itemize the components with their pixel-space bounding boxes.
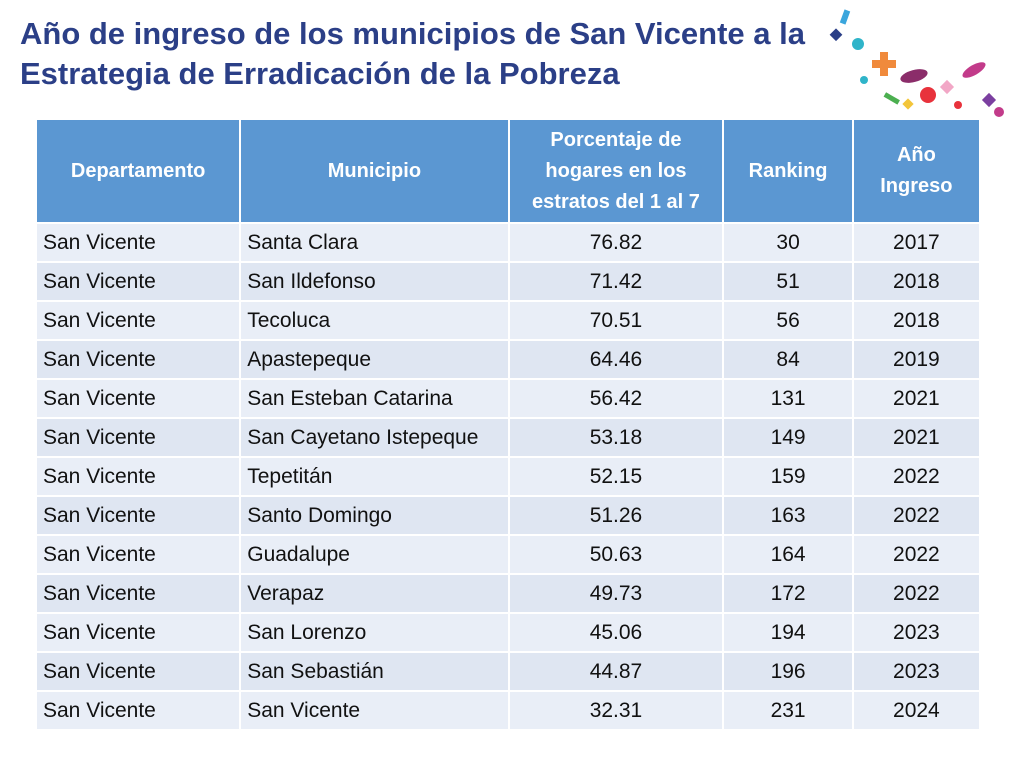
table-cell: San Vicente xyxy=(34,612,242,653)
table-cell: 131 xyxy=(722,378,854,419)
table-row: San Vicente Tepetitán 52.15 159 2022 xyxy=(34,456,982,497)
table-cell: San Vicente xyxy=(34,300,242,341)
table-cell: San Lorenzo xyxy=(239,612,510,653)
table-cell: San Vicente xyxy=(34,261,242,302)
table-cell: 2022 xyxy=(851,573,982,614)
table-cell: 32.31 xyxy=(507,690,725,731)
table-cell: San Vicente xyxy=(34,456,242,497)
table-row: San Vicente Guadalupe 50.63 164 2022 xyxy=(34,534,982,575)
table-cell: San Ildefonso xyxy=(239,261,510,302)
table-cell: San Cayetano Istepeque xyxy=(239,417,510,458)
table-cell: San Vicente xyxy=(34,651,242,692)
table-cell: Verapaz xyxy=(239,573,510,614)
table-cell: 56.42 xyxy=(507,378,725,419)
table-cell: 2023 xyxy=(851,612,982,653)
table-cell: 30 xyxy=(722,222,854,263)
table-cell: San Esteban Catarina xyxy=(239,378,510,419)
table-cell: San Vicente xyxy=(34,573,242,614)
table-row: San Vicente San Vicente 32.31 231 2024 xyxy=(34,690,982,731)
table-cell: 159 xyxy=(722,456,854,497)
table-row: San Vicente San Esteban Catarina 56.42 131 2… xyxy=(34,378,982,419)
table-cell: San Vicente xyxy=(34,417,242,458)
table-cell: 51 xyxy=(722,261,854,302)
table-cell: 2021 xyxy=(851,378,982,419)
table-cell: 231 xyxy=(722,690,854,731)
column-header: Porcentaje de hogares en los estratos de… xyxy=(507,120,725,224)
table-cell: 2024 xyxy=(851,690,982,731)
table-cell: 2022 xyxy=(851,495,982,536)
table-cell: San Vicente xyxy=(34,222,242,263)
table-cell: 71.42 xyxy=(507,261,725,302)
table-cell: 84 xyxy=(722,339,854,380)
header-row: Departamento Municipio Porcentaje de hogar… xyxy=(34,120,982,224)
table-cell: 44.87 xyxy=(507,651,725,692)
table-cell: 70.51 xyxy=(507,300,725,341)
table-row: San Vicente San Cayetano Istepeque 53.18 14… xyxy=(34,417,982,458)
table-cell: 64.46 xyxy=(507,339,725,380)
table-cell: 2017 xyxy=(851,222,982,263)
table-cell: San Vicente xyxy=(34,495,242,536)
table-cell: Santo Domingo xyxy=(239,495,510,536)
table-cell: 51.26 xyxy=(507,495,725,536)
table-cell: 2019 xyxy=(851,339,982,380)
table-cell: Apastepeque xyxy=(239,339,510,380)
table-cell: San Vicente xyxy=(34,534,242,575)
table-cell: 49.73 xyxy=(507,573,725,614)
column-header: Ranking xyxy=(722,120,854,224)
table-cell: 196 xyxy=(722,651,854,692)
table-row: San Vicente Verapaz 49.73 172 2022 xyxy=(34,573,982,614)
table-cell: 2018 xyxy=(851,300,982,341)
table-cell: San Vicente xyxy=(34,690,242,731)
table-row: San Vicente San Ildefonso 71.42 51 2018 xyxy=(34,261,982,302)
table-cell: San Vicente xyxy=(34,378,242,419)
table-cell: 163 xyxy=(722,495,854,536)
table-row: San Vicente Tecoluca 70.51 56 2018 xyxy=(34,300,982,341)
table-cell: 172 xyxy=(722,573,854,614)
column-header: Municipio xyxy=(239,120,510,224)
table-cell: San Sebastián xyxy=(239,651,510,692)
table-cell: 2023 xyxy=(851,651,982,692)
table-row: San Vicente San Lorenzo 45.06 194 2023 xyxy=(34,612,982,653)
table-cell: 149 xyxy=(722,417,854,458)
table-cell: 194 xyxy=(722,612,854,653)
table-cell: 2022 xyxy=(851,534,982,575)
table-cell: 164 xyxy=(722,534,854,575)
table-cell: Tepetitán xyxy=(239,456,510,497)
table-cell: 45.06 xyxy=(507,612,725,653)
table-row: San Vicente Santo Domingo 51.26 163 2022 xyxy=(34,495,982,536)
table-cell: San Vicente xyxy=(34,339,242,380)
table-row: San Vicente Santa Clara 76.82 30 2017 xyxy=(34,222,982,263)
data-table: Departamento Municipio Porcentaje de hogar… xyxy=(34,120,982,731)
table-row: San Vicente Apastepeque 64.46 84 2019 xyxy=(34,339,982,380)
table-cell: 52.15 xyxy=(507,456,725,497)
table-cell: 2022 xyxy=(851,456,982,497)
table-cell: Guadalupe xyxy=(239,534,510,575)
table-cell: Santa Clara xyxy=(239,222,510,263)
confetti-decoration xyxy=(829,9,1004,117)
table-cell: 50.63 xyxy=(507,534,725,575)
table-cell: 56 xyxy=(722,300,854,341)
slide-title: Año de ingreso de los municipios de San … xyxy=(20,16,805,91)
column-header: Año Ingreso xyxy=(851,120,982,224)
column-header: Departamento xyxy=(34,120,242,224)
table-cell: 2018 xyxy=(851,261,982,302)
table-body: San Vicente Santa Clara 76.82 30 2017 San Vic… xyxy=(34,222,982,731)
table-row: San Vicente San Sebastián 44.87 196 2023 xyxy=(34,651,982,692)
table-cell: San Vicente xyxy=(239,690,510,731)
table-cell: Tecoluca xyxy=(239,300,510,341)
table-cell: 76.82 xyxy=(507,222,725,263)
table-cell: 53.18 xyxy=(507,417,725,458)
table-cell: 2021 xyxy=(851,417,982,458)
